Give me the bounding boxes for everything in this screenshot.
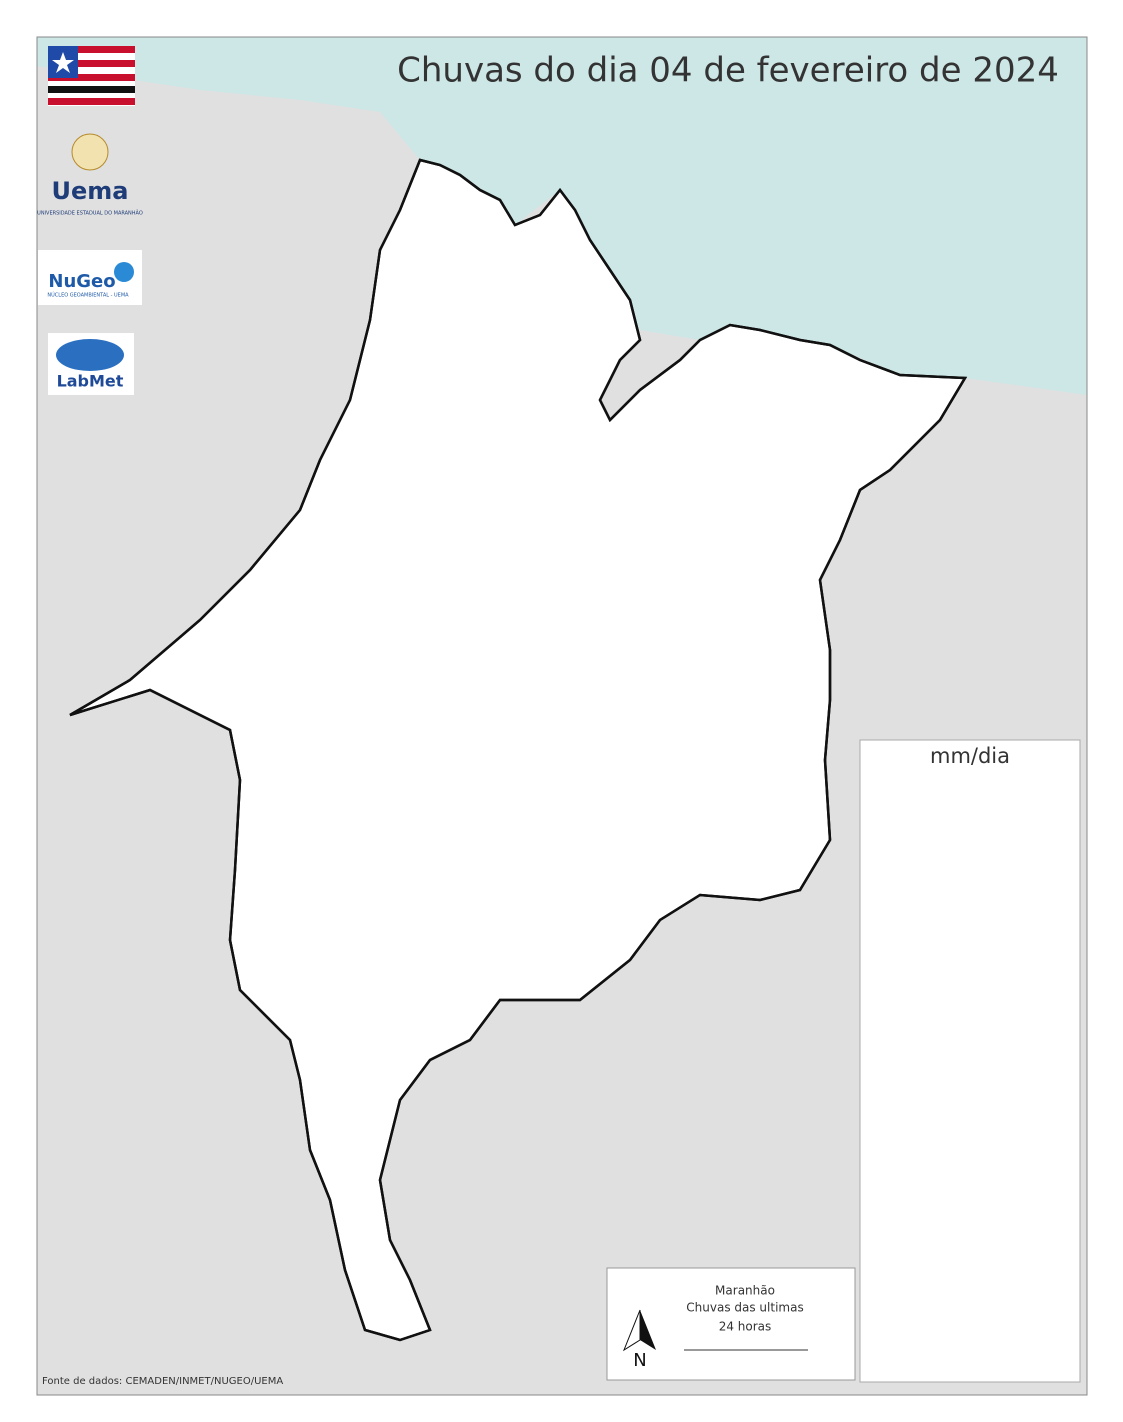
flag — [48, 46, 135, 106]
ocean — [37, 37, 1087, 395]
uema-logo: Uema — [52, 177, 129, 205]
uema-subtitle: UNIVERSIDADE ESTADUAL DO MARANHÃO — [37, 210, 143, 217]
legend-title: mm/dia — [930, 744, 1010, 768]
labmet-emblem — [56, 339, 124, 371]
labmet-logo: LabMet — [57, 372, 124, 391]
state-outline — [69, 158, 968, 1342]
info-line: 24 horas — [719, 1320, 772, 1334]
nugeo-globe — [114, 262, 134, 282]
map-title: Chuvas do dia 04 de fevereiro de 2024 — [397, 51, 1059, 91]
map-frame — [36, 36, 1088, 1396]
info-box — [606, 1267, 856, 1381]
nugeo-logo: NuGeo — [48, 271, 115, 292]
north-label: N — [633, 1350, 646, 1371]
source-note: Fonte de dados: CEMADEN/INMET/NUGEO/UEMA — [42, 1376, 283, 1387]
info-line: Maranhão — [715, 1284, 775, 1298]
uema-emblem — [71, 133, 109, 171]
nugeo-subtitle: NÚCLEO GEOAMBIENTAL - UEMA — [47, 292, 129, 299]
info-line: Chuvas das ultimas — [686, 1301, 803, 1315]
north-arrow — [640, 1310, 656, 1350]
legend-box — [859, 739, 1081, 1383]
